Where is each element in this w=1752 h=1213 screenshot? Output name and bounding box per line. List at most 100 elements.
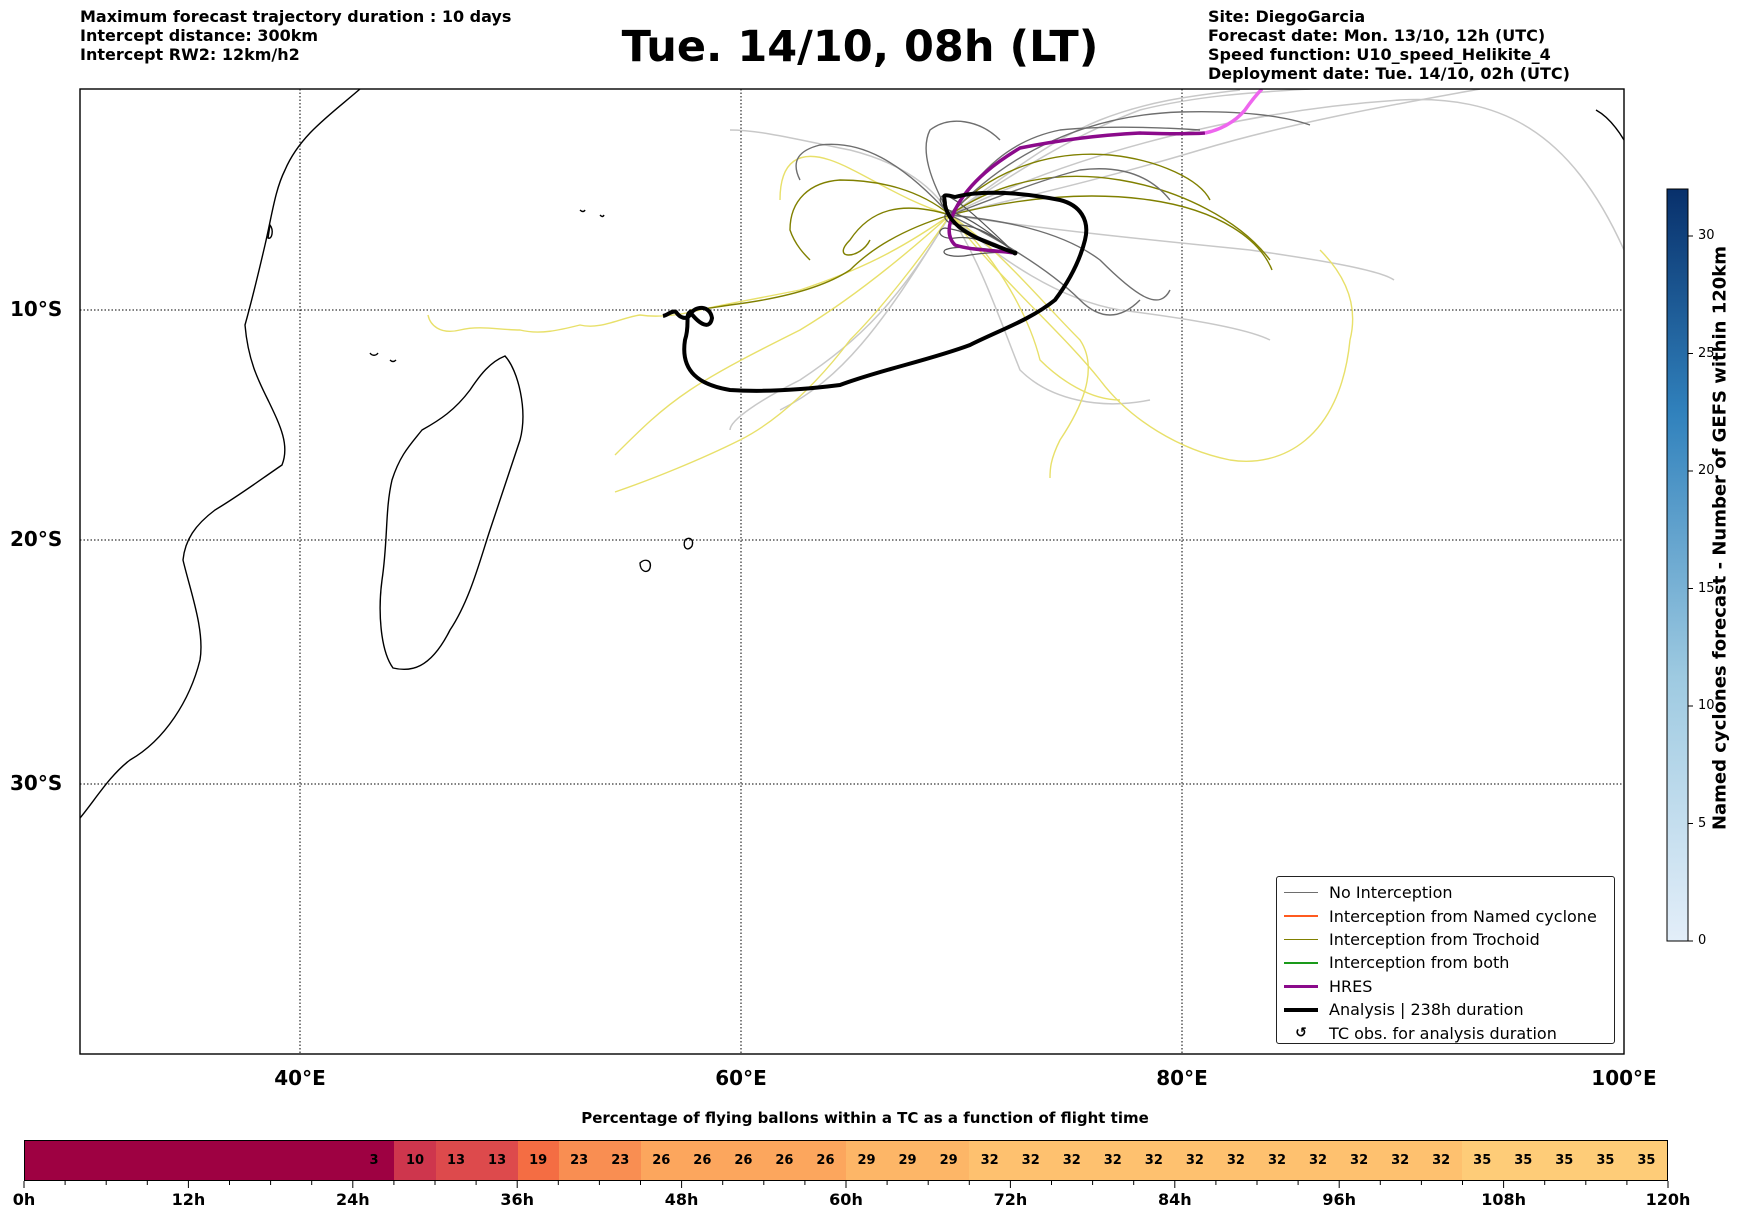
percentage-cell: 26: [681, 1141, 723, 1180]
colorbar-tick-label: 25: [1698, 345, 1715, 361]
legend-swatch: [1284, 938, 1318, 941]
percentage-tick-label: 72h: [993, 1190, 1028, 1209]
legend-label: No Interception: [1329, 883, 1453, 903]
legend-item-no-interception: No Interception: [1277, 881, 1614, 904]
lon-label-40e: 40°E: [274, 1066, 326, 1090]
map-legend: No Interception Interception from Named …: [1276, 876, 1615, 1044]
speed-function-text: Speed function: U10_speed_Helikite_4: [1208, 45, 1551, 64]
percentage-cell: 32: [1010, 1141, 1052, 1180]
percentage-bar: 3 10 13 13 19 23 23 26 26 26 26 26 29 29 29 32 32 32 32 32 3…: [24, 1140, 1668, 1181]
legend-label: HRES: [1329, 976, 1373, 996]
lat-label-30s: 30°S: [10, 771, 63, 795]
hres-trajectory-late: [1204, 89, 1264, 135]
legend-label: Analysis | 238h duration: [1329, 1000, 1524, 1020]
percentage-cell: 23: [599, 1141, 641, 1180]
percentage-cell: 32: [1297, 1141, 1339, 1180]
legend-item-tc-obs: ↺ TC obs. for analysis duration: [1277, 1021, 1614, 1044]
percentage-cell: 32: [1420, 1141, 1462, 1180]
colorbar-tick-label: 30: [1698, 228, 1715, 243]
page-title: Tue. 14/10, 08h (LT): [621, 22, 1099, 72]
lon-label-60e: 60°E: [715, 1066, 767, 1090]
legend-label: Interception from both: [1329, 953, 1510, 973]
percentage-cell: 32: [1379, 1141, 1421, 1180]
legend-label: Interception from Named cyclone: [1329, 906, 1597, 926]
percentage-cell: 35: [1461, 1141, 1503, 1180]
legend-item-trochoid: Interception from Trochoid: [1277, 928, 1614, 951]
percentage-bar-title: Percentage of flying ballons within a TC…: [581, 1109, 1149, 1127]
legend-swatch: [1284, 891, 1318, 894]
percentage-cell: 32: [969, 1141, 1011, 1180]
percentage-cell: 32: [1174, 1141, 1216, 1180]
mauritius-coastline: [639, 559, 652, 573]
lon-label-80e: 80°E: [1156, 1066, 1208, 1090]
legend-swatch: [1284, 962, 1318, 964]
legend-label: Interception from Trochoid: [1329, 929, 1540, 949]
reunion-coastline: [683, 537, 694, 550]
lon-label-100e: 100°E: [1591, 1066, 1657, 1090]
colorbar-tick-label: 10: [1698, 698, 1715, 713]
start-marker: [1012, 250, 1018, 256]
hres-trajectory: [947, 131, 1206, 255]
legend-item-hres: HRES: [1277, 975, 1614, 998]
header-left: Maximum forecast trajectory duration : 1…: [80, 7, 511, 64]
colorbar-ticks: [1688, 235, 1693, 942]
percentage-tick-label: 48h: [664, 1190, 699, 1209]
percentage-cell: 29: [887, 1141, 929, 1180]
percentage-cell: 29: [928, 1141, 970, 1180]
intercept-rw2-text: Intercept RW2: 12km/h2: [80, 45, 300, 64]
percentage-cell: 10: [394, 1141, 436, 1180]
madagascar-coastline: [379, 355, 524, 671]
cyclone-symbol-icon: ↺: [1295, 1025, 1307, 1042]
colorbar-tick-label: 15: [1698, 580, 1715, 596]
percentage-cell: 35: [1625, 1141, 1667, 1180]
lat-label-10s: 10°S: [10, 297, 63, 321]
percentage-cell: 26: [640, 1141, 682, 1180]
percentage-tick-label: 60h: [829, 1190, 863, 1209]
olive-trajectories: [689, 153, 1273, 311]
percentage-cell: 32: [1092, 1141, 1134, 1180]
forecast-date-text: Forecast date: Mon. 13/10, 12h (UTC): [1208, 26, 1546, 45]
legend-swatch: [1284, 1007, 1318, 1012]
percentage-bar-zero-segment: [25, 1141, 354, 1180]
colorbar-tick-label: 0: [1698, 933, 1707, 948]
intercept-distance-text: Intercept distance: 300km: [80, 26, 319, 45]
legend-item-named-cyclone: Interception from Named cyclone: [1277, 904, 1614, 927]
percentage-cell: 29: [846, 1141, 888, 1180]
percentage-tick-label: 36h: [500, 1190, 535, 1209]
sumatra-coastline: [1595, 109, 1624, 141]
percentage-cell: 32: [1051, 1141, 1093, 1180]
lat-label-20s: 20°S: [10, 527, 63, 551]
comoros-coastline: [369, 352, 397, 363]
percentage-tick-label: 24h: [335, 1190, 370, 1209]
percentage-cell: 23: [558, 1141, 600, 1180]
percentage-cell: 3: [353, 1141, 395, 1180]
percentage-cell: 32: [1133, 1141, 1175, 1180]
legend-swatch: [1284, 915, 1318, 917]
legend-item-analysis: Analysis | 238h duration: [1277, 998, 1614, 1021]
legend-swatch: [1284, 984, 1318, 988]
colorbar-tick-label: 5: [1698, 815, 1707, 831]
percentage-cell: 26: [722, 1141, 764, 1180]
percentage-tick-label: 108h: [1481, 1190, 1526, 1209]
percentage-cell: 32: [1256, 1141, 1298, 1180]
percentage-cell: 26: [804, 1141, 846, 1180]
percentage-tick-label: 12h: [171, 1190, 206, 1209]
percentage-cell: 13: [476, 1141, 518, 1180]
site-text: Site: DiegoGarcia: [1208, 7, 1366, 26]
percentage-tick-label: 84h: [1157, 1190, 1192, 1209]
percentage-tick-label: 0h: [12, 1190, 36, 1209]
seychelles-coastline: [579, 209, 605, 218]
percentage-tick-label: 120h: [1645, 1190, 1691, 1209]
colorbar-tick-label: 20: [1698, 463, 1715, 478]
percentage-cell: 32: [1215, 1141, 1257, 1180]
colorbar-label: Named cyclones forecast - Number of GEFS…: [1709, 245, 1731, 831]
legend-item-both: Interception from both: [1277, 951, 1614, 974]
percentage-cell: 35: [1584, 1141, 1626, 1180]
africa-coastline: [80, 89, 361, 819]
map-frame: [79, 88, 1625, 1055]
zanzibar-coastline: [267, 223, 273, 239]
light-grey-trajectories: [729, 89, 1624, 431]
percentage-cell: 35: [1543, 1141, 1585, 1180]
percentage-cell: 35: [1502, 1141, 1544, 1180]
